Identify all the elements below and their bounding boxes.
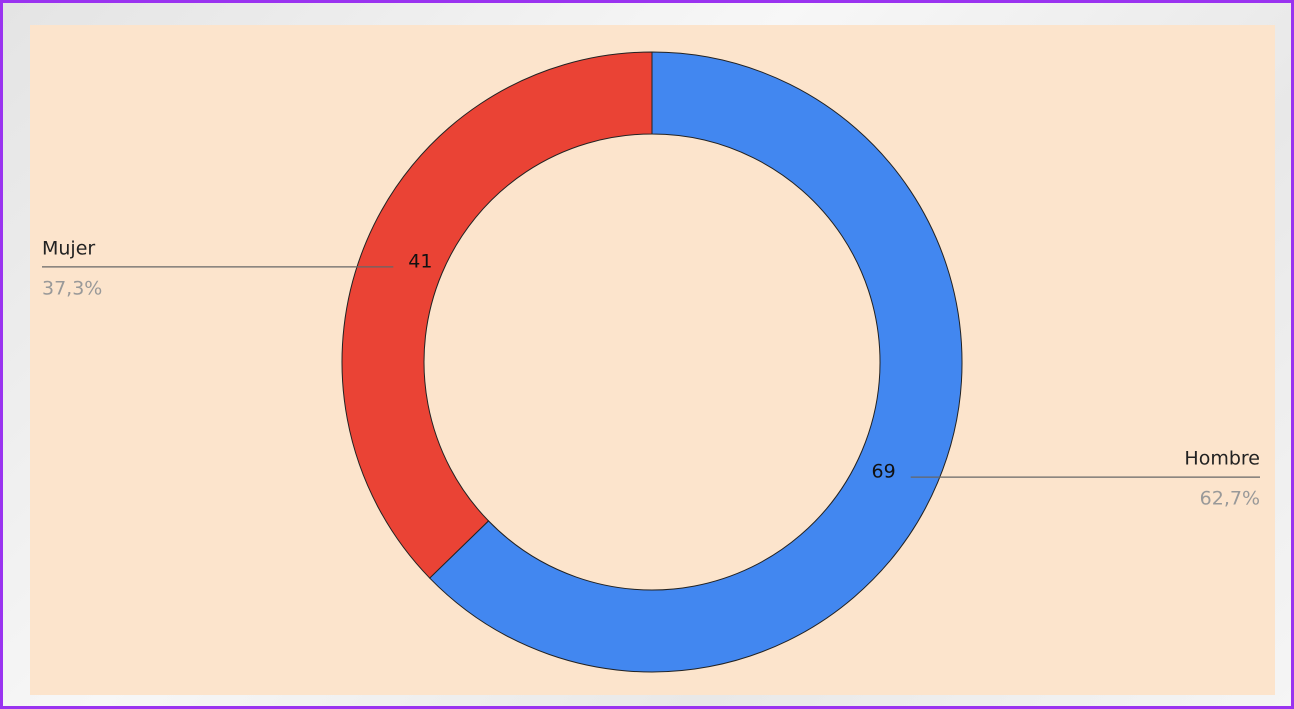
value-label: 41 xyxy=(408,250,432,272)
slice-label: Hombre xyxy=(1184,448,1260,470)
donut-slice xyxy=(341,51,653,579)
percentage-label: 37,3% xyxy=(42,277,102,299)
donut-slice xyxy=(428,51,963,673)
percentage-label: 62,7% xyxy=(1200,488,1260,510)
plot-background xyxy=(30,25,1275,695)
slice-label: Mujer xyxy=(42,237,95,259)
value-label: 69 xyxy=(872,461,896,483)
